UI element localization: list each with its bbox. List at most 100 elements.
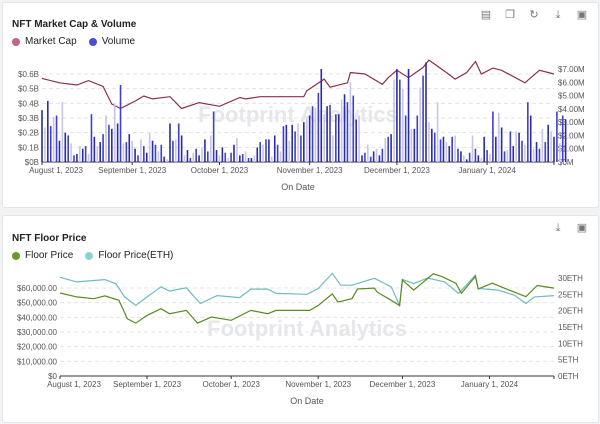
volume-bar	[113, 103, 116, 162]
volume-bar	[340, 99, 343, 162]
volume-bar	[506, 150, 509, 162]
y-left-tick-label: $0.3B	[18, 114, 39, 123]
y-right-tick-label: $3.00M	[558, 118, 585, 127]
volume-bar	[404, 115, 407, 162]
volume-bar	[303, 122, 305, 162]
volume-bar	[157, 151, 160, 162]
volume-bar	[317, 92, 320, 162]
volume-bar	[294, 131, 296, 162]
volume-bar	[250, 158, 253, 162]
volume-bar	[495, 136, 497, 162]
volume-bar	[337, 114, 340, 162]
volume-bar	[349, 82, 352, 162]
volume-bar	[346, 102, 349, 162]
y-right-tick-label: 30ETH	[558, 274, 583, 283]
volume-bar	[233, 144, 235, 162]
image-icon[interactable]: ▣	[576, 9, 588, 21]
volume-bar	[556, 111, 558, 162]
watermark: Footprint Analytics	[207, 316, 407, 341]
market-cap-line	[41, 59, 555, 110]
y-left-tick-label: $0.2B	[18, 129, 39, 138]
volume-bar	[474, 148, 477, 162]
volume-bar	[160, 144, 163, 162]
volume-bar	[503, 151, 506, 162]
volume-bar	[253, 155, 256, 162]
volume-bar	[192, 152, 195, 162]
volume-bar	[559, 143, 561, 162]
volume-bar	[177, 123, 180, 162]
image-icon[interactable]: ▣	[576, 222, 588, 234]
volume-bar	[486, 150, 488, 162]
x-tick-label: November 1, 2023	[277, 166, 343, 175]
volume-bar	[247, 158, 250, 162]
volume-bar	[410, 128, 413, 162]
volume-bar	[99, 142, 101, 162]
chart-svg: Footprint Analytics $0 $10,000.00 $20,000.0…	[17, 272, 583, 406]
download-icon[interactable]: ⤓	[555, 9, 561, 21]
volume-bar	[84, 146, 87, 162]
volume-bar	[320, 69, 323, 162]
volume-bar	[256, 147, 259, 162]
volume-bar	[451, 136, 453, 162]
volume-bar	[375, 148, 378, 162]
table-icon[interactable]: ▤	[480, 9, 492, 21]
y-right-tick-label: 15ETH	[558, 323, 583, 332]
volume-bar	[416, 115, 419, 162]
legend-floor-price-eth[interactable]: Floor Price(ETH)	[85, 250, 173, 261]
volume-bar	[282, 126, 285, 162]
volume-bar	[154, 144, 157, 162]
volume-bar	[335, 114, 337, 162]
volume-bar	[387, 136, 389, 162]
legend-volume[interactable]: Volume	[88, 36, 135, 47]
legend-market-cap[interactable]: Market Cap	[12, 36, 77, 47]
volume-bar	[401, 88, 404, 162]
volume-bar	[326, 106, 328, 162]
volume-bar	[541, 128, 544, 162]
volume-bar	[221, 147, 224, 162]
card-toolbar: ⤓ ▣	[552, 222, 588, 234]
floor-price-line	[59, 273, 555, 324]
volume-bar	[352, 95, 355, 162]
volume-bar	[207, 151, 209, 162]
legend-floor-price[interactable]: Floor Price	[12, 250, 73, 261]
volume-bar	[314, 107, 317, 162]
volume-bar	[381, 148, 384, 162]
y-right-tick-label: 0ETH	[558, 372, 579, 381]
x-tick-label: January 1, 2024	[461, 380, 519, 389]
y-right-tick-label: $1.00M	[558, 145, 585, 154]
volume-bar	[279, 151, 282, 162]
volume-bar	[166, 159, 168, 162]
volume-bar	[332, 135, 334, 162]
volume-bar	[175, 139, 177, 162]
volume-bar	[463, 155, 465, 162]
x-tick-label: January 1, 2024	[458, 166, 516, 175]
volume-bar	[553, 136, 555, 162]
volume-bar	[102, 134, 104, 162]
volume-bar	[215, 150, 218, 162]
volume-bar	[128, 134, 131, 162]
volume-bar	[454, 135, 456, 162]
refresh-icon[interactable]: ↻	[529, 9, 539, 21]
y-right-tick-label: $6.00M	[558, 78, 585, 87]
volume-bar	[497, 112, 500, 162]
volume-bar	[262, 144, 264, 162]
volume-bar	[308, 115, 311, 162]
volume-bar	[413, 128, 416, 162]
y-right-tick-label: $0M	[558, 158, 574, 167]
y-left-tick-label: $10,000.00	[17, 357, 58, 366]
download-icon[interactable]: ⤓	[555, 222, 561, 234]
volume-bar	[81, 148, 84, 162]
y-right-tick-label: 5ETH	[558, 356, 579, 365]
floor-price-card: ⤓ ▣ NFT Floor Price Floor Price Floor Pr…	[2, 215, 599, 423]
volume-bar	[369, 156, 372, 162]
copy-icon[interactable]: ❐	[505, 9, 515, 21]
y-left-tick-label: $0.1B	[18, 143, 39, 152]
legend: Market Cap Volume	[12, 36, 135, 47]
watermark: Footprint Analytics	[198, 102, 398, 127]
x-tick-label: September 1, 2023	[98, 166, 167, 175]
volume-bar	[367, 144, 369, 162]
y-left-tick-label: $0.4B	[18, 99, 39, 108]
volume-bar	[111, 128, 113, 162]
y-right-tick-label: $5.00M	[558, 92, 585, 101]
x-tick-label: December 1, 2023	[364, 166, 430, 175]
